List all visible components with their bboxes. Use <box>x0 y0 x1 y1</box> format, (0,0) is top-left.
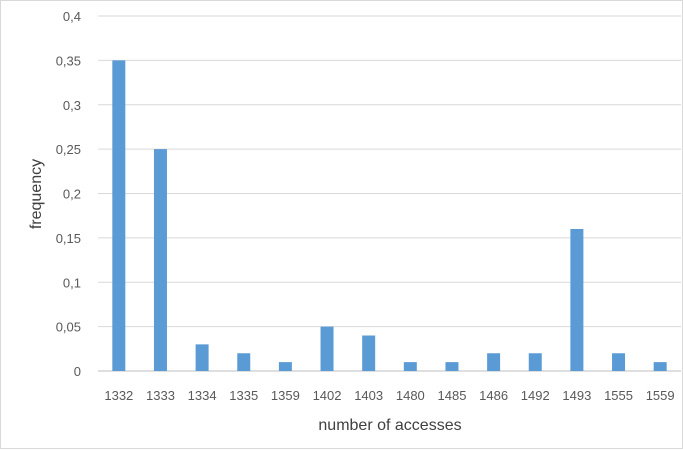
bar <box>487 353 501 371</box>
bar <box>112 60 126 371</box>
bars <box>112 60 667 371</box>
x-tick-label: 1359 <box>271 388 300 403</box>
x-tick-label: 1403 <box>354 388 383 403</box>
x-tick-label: 1492 <box>521 388 550 403</box>
bar <box>362 335 376 371</box>
x-tick-label: 1555 <box>604 388 633 403</box>
y-tick-label: 0,25 <box>56 142 81 157</box>
bar <box>153 149 167 371</box>
bar <box>570 229 584 371</box>
y-axis-title: frequency <box>28 159 45 229</box>
bar <box>445 362 459 371</box>
gridlines <box>98 15 681 372</box>
y-axis-ticks: 0 0,05 0,1 0,15 0,2 0,25 0,3 0,35 0,4 <box>56 9 81 379</box>
x-tick-label: 1334 <box>188 388 217 403</box>
y-tick-label: 0 <box>74 364 81 379</box>
x-tick-label: 1559 <box>646 388 675 403</box>
bar <box>653 362 667 371</box>
x-axis-title: number of accesses <box>318 417 461 434</box>
x-axis-ticks: 1332 1333 1334 1335 1359 1402 1403 1480 1485 1486… <box>104 388 674 403</box>
bar <box>195 344 209 371</box>
y-tick-label: 0,35 <box>56 53 81 68</box>
y-tick-label: 0,05 <box>56 320 81 335</box>
x-tick-label: 1486 <box>479 388 508 403</box>
x-tick-label: 1335 <box>229 388 258 403</box>
bar <box>320 326 334 371</box>
y-tick-label: 0,2 <box>63 187 81 202</box>
x-tick-label: 1480 <box>396 388 425 403</box>
bar <box>237 353 251 371</box>
bar <box>403 362 417 371</box>
x-tick-label: 1332 <box>104 388 133 403</box>
x-tick-label: 1485 <box>438 388 467 403</box>
bar <box>528 353 542 371</box>
y-tick-label: 0,15 <box>56 231 81 246</box>
y-tick-label: 0,4 <box>63 9 81 24</box>
x-tick-label: 1333 <box>146 388 175 403</box>
bar <box>278 362 292 371</box>
x-tick-label: 1402 <box>313 388 342 403</box>
y-tick-label: 0,1 <box>63 275 81 290</box>
y-tick-label: 0,3 <box>63 98 81 113</box>
bar <box>612 353 626 371</box>
x-tick-label: 1493 <box>562 388 591 403</box>
